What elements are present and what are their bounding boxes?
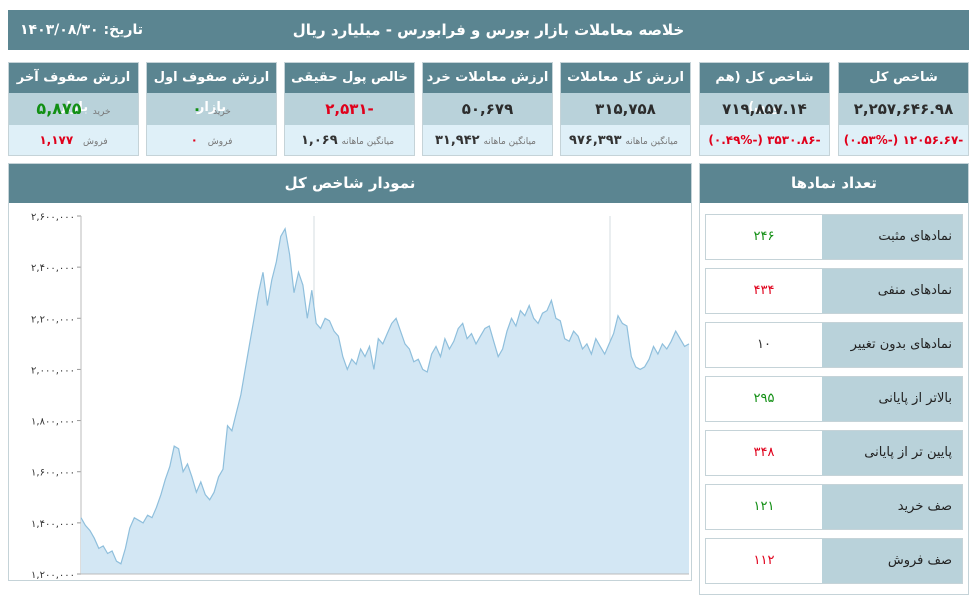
row-label: صف فروش: [822, 539, 962, 583]
sell-value: ۰: [190, 133, 198, 147]
y-tick-label: ۲,۲۰۰,۰۰۰: [31, 314, 75, 325]
y-tick-label: ۲,۶۰۰,۰۰۰: [31, 212, 75, 223]
monthly-avg-value: ۱,۰۶۹: [300, 133, 338, 148]
card-monthly-avg: میانگین ماهانه ۳۱,۹۴۲: [423, 125, 552, 155]
row-value: ۱۱۲: [706, 539, 822, 583]
chart-title: نمودار شاخص کل: [9, 164, 691, 203]
row-value: ۴۳۴: [706, 269, 822, 313]
index-chart-panel: نمودار شاخص کل ۱,۲۰۰,۰۰۰ ۱,۴۰۰,۰۰۰ ۱,۶۰۰,۰…: [8, 163, 692, 581]
card-title: ارزش کل معاملات: [561, 63, 690, 93]
row-value: ۲۹۵: [706, 377, 822, 421]
y-tick-label: ۲,۴۰۰,۰۰۰: [31, 263, 75, 274]
page-title: خلاصه معاملات بازار بورس و فرابورس - میل…: [292, 21, 685, 39]
row-value: ۳۴۸: [706, 431, 822, 475]
card-net-real-money: خالص پول حقیقی -۲,۵۳۱ میانگین ماهانه ۱,۰…: [284, 62, 415, 156]
card-title: ارزش صفوف آخر بازار: [9, 63, 138, 115]
symbols-row-buy-queue: ۱۲۱ صف خرید: [705, 484, 963, 530]
symbols-row-unchanged: ۱۰ نمادهای بدون تغییر: [705, 322, 963, 368]
monthly-avg-value: ۳۱,۹۴۲: [434, 133, 480, 148]
card-value: -۲,۵۳۱: [285, 93, 414, 125]
card-buy: خرید ۰: [147, 93, 276, 125]
card-change: -۳۵۳۰.۸۶ (-۰.۴۹%): [700, 125, 829, 155]
y-tick-label: ۱,۶۰۰,۰۰۰: [31, 468, 75, 479]
index-area-fill: [81, 228, 689, 575]
symbols-row-sell-queue: ۱۱۲ صف فروش: [705, 538, 963, 584]
monthly-avg-label: میانگین ماهانه: [341, 137, 395, 147]
symbols-row-above-close: ۲۹۵ بالاتر از پایانی: [705, 376, 963, 422]
card-buy: خرید ۵,۸۷۵: [9, 93, 138, 125]
report-date: تاریخ: ۱۴۰۳/۰۸/۳۰: [20, 22, 143, 38]
card-total-trade-value: ارزش کل معاملات ۳۱۵,۷۵۸ میانگین ماهانه ۹…: [560, 62, 691, 156]
card-change: -۱۲۰۵۶.۶۷ (-۰.۵۳%): [839, 125, 968, 155]
y-tick-label: ۲,۰۰۰,۰۰۰: [31, 365, 75, 376]
card-title: خالص پول حقیقی: [285, 63, 414, 93]
y-tick-label: ۱,۴۰۰,۰۰۰: [31, 519, 75, 530]
index-chart: ۱,۲۰۰,۰۰۰ ۱,۴۰۰,۰۰۰ ۱,۶۰۰,۰۰۰ ۱,۸۰۰,۰۰۰ ۲,۰۰…: [31, 212, 690, 580]
row-label: نمادهای بدون تغییر: [822, 323, 962, 367]
y-tick-label: ۱,۸۰۰,۰۰۰: [31, 417, 75, 428]
sell-label: فروش: [83, 137, 108, 147]
card-title: شاخص کل: [839, 63, 968, 93]
symbols-row-positive: ۲۴۶ نمادهای مثبت: [705, 214, 963, 260]
sell-label: فروش: [207, 137, 233, 147]
monthly-avg-value: ۹۷۶,۳۹۳: [569, 133, 622, 148]
sell-value: ۱,۱۷۷: [39, 133, 74, 147]
row-value: ۱۰: [706, 323, 822, 367]
symbols-panel-title: تعداد نمادها: [700, 164, 968, 203]
buy-label: خرید: [213, 107, 231, 117]
buy-value: ۰: [192, 99, 202, 118]
card-value: ۲,۲۵۷,۶۴۶.۹۸: [839, 93, 968, 125]
card-value: ۵۰,۶۷۹: [423, 93, 552, 125]
card-title: ارزش معاملات خرد: [423, 63, 552, 93]
symbols-row-below-close: ۳۴۸ پایین تر از پایانی: [705, 430, 963, 476]
card-monthly-avg: میانگین ماهانه ۹۷۶,۳۹۳: [561, 125, 690, 155]
card-monthly-avg: میانگین ماهانه ۱,۰۶۹: [285, 125, 414, 155]
row-label: پایین تر از پایانی: [822, 431, 962, 475]
row-label: نمادهای منفی: [822, 269, 962, 313]
card-value: ۷۱۹,۸۵۷.۱۴: [700, 93, 829, 125]
card-title: ارزش صفوف اول بازار: [147, 63, 276, 115]
card-last-queue-value: ارزش صفوف آخر بازار خرید ۵,۸۷۵ فروش ۱,۱۷…: [8, 62, 139, 156]
row-label: بالاتر از پایانی: [822, 377, 962, 421]
buy-label: خرید: [92, 107, 111, 117]
card-retail-trade-value: ارزش معاملات خرد ۵۰,۶۷۹ میانگین ماهانه ۳…: [422, 62, 553, 156]
card-value: ۳۱۵,۷۵۸: [561, 93, 690, 125]
row-value: ۲۴۶: [706, 215, 822, 259]
page-header: خلاصه معاملات بازار بورس و فرابورس - میل…: [8, 10, 969, 50]
monthly-avg-label: میانگین ماهانه: [625, 137, 678, 147]
monthly-avg-label: میانگین ماهانه: [483, 137, 537, 147]
card-equal-weight-index: شاخص کل (هم وزن) ۷۱۹,۸۵۷.۱۴ -۳۵۳۰.۸۶ (-۰…: [699, 62, 830, 156]
card-first-queue-value: ارزش صفوف اول بازار خرید ۰ فروش ۰: [146, 62, 277, 156]
buy-value: ۵,۸۷۵: [36, 99, 82, 118]
symbols-count-panel: تعداد نمادها ۲۴۶ نمادهای مثبت ۴۳۴ نمادها…: [699, 163, 969, 595]
index-series-line: [80, 227, 690, 565]
card-title: شاخص کل (هم وزن): [700, 63, 829, 115]
symbols-row-negative: ۴۳۴ نمادهای منفی: [705, 268, 963, 314]
row-label: نمادهای مثبت: [822, 215, 962, 259]
card-sell: فروش ۰: [147, 125, 276, 155]
card-total-index: شاخص کل ۲,۲۵۷,۶۴۶.۹۸ -۱۲۰۵۶.۶۷ (-۰.۵۳%): [838, 62, 969, 156]
row-label: صف خرید: [822, 485, 962, 529]
y-tick-label: ۱,۲۰۰,۰۰۰: [31, 570, 75, 580]
row-value: ۱۲۱: [706, 485, 822, 529]
card-sell: فروش ۱,۱۷۷: [9, 125, 138, 155]
